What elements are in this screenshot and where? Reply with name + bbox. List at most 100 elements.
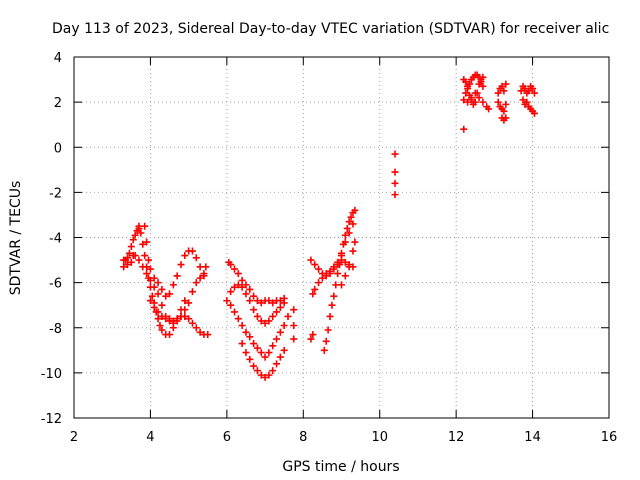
data-point bbox=[351, 206, 359, 214]
data-point bbox=[192, 254, 200, 262]
data-point bbox=[261, 319, 269, 327]
data-point bbox=[242, 281, 250, 289]
data-point bbox=[273, 335, 281, 343]
data-point bbox=[269, 312, 277, 320]
data-point bbox=[257, 349, 265, 357]
y-axis-label: SDTVAR / TECUs bbox=[8, 181, 24, 296]
data-point bbox=[322, 337, 330, 345]
data-point bbox=[519, 96, 527, 104]
data-point bbox=[525, 87, 533, 95]
x-tick-label: 4 bbox=[146, 430, 154, 445]
data-point bbox=[471, 98, 479, 106]
data-point bbox=[188, 319, 196, 327]
data-point bbox=[341, 231, 349, 239]
data-point bbox=[462, 78, 470, 86]
data-point bbox=[120, 256, 128, 264]
data-point bbox=[466, 80, 474, 88]
data-point bbox=[246, 285, 254, 293]
data-point bbox=[485, 105, 493, 113]
data-point bbox=[196, 274, 204, 282]
data-point bbox=[530, 109, 538, 117]
data-point bbox=[339, 240, 347, 248]
x-tick-label: 8 bbox=[299, 430, 307, 445]
data-point bbox=[173, 272, 181, 280]
data-point bbox=[146, 265, 154, 273]
data-point bbox=[166, 315, 174, 323]
data-point bbox=[315, 279, 323, 287]
data-point bbox=[309, 331, 317, 339]
data-point bbox=[154, 308, 162, 316]
data-point bbox=[173, 315, 181, 323]
data-point bbox=[517, 87, 525, 95]
data-point bbox=[500, 87, 508, 95]
data-point bbox=[177, 306, 185, 314]
data-point bbox=[143, 238, 151, 246]
data-point bbox=[227, 261, 235, 269]
data-point bbox=[309, 290, 317, 298]
data-point bbox=[135, 256, 143, 264]
data-point bbox=[257, 371, 265, 379]
data-point bbox=[320, 346, 328, 354]
y-tick-label: -8 bbox=[49, 322, 62, 337]
data-point bbox=[269, 367, 277, 375]
data-point bbox=[338, 252, 345, 260]
data-point bbox=[276, 297, 284, 305]
data-point bbox=[238, 340, 246, 348]
data-point bbox=[227, 301, 235, 309]
data-point bbox=[343, 224, 351, 232]
x-tick-label: 2 bbox=[70, 430, 78, 445]
data-point bbox=[349, 220, 357, 228]
data-point bbox=[169, 324, 177, 332]
y-tick-label: -4 bbox=[49, 232, 62, 247]
data-point bbox=[341, 272, 349, 280]
y-tick-label: -12 bbox=[41, 412, 62, 427]
data-point bbox=[273, 360, 281, 368]
data-point bbox=[261, 353, 269, 361]
data-point bbox=[141, 252, 149, 260]
data-point bbox=[169, 281, 177, 289]
data-point bbox=[471, 89, 479, 97]
data-point bbox=[125, 249, 133, 257]
data-point bbox=[124, 254, 131, 262]
data-point bbox=[246, 297, 254, 305]
data-point bbox=[131, 252, 139, 260]
data-point bbox=[311, 285, 319, 293]
data-point bbox=[326, 312, 334, 320]
data-point bbox=[250, 292, 258, 300]
data-point bbox=[242, 349, 250, 357]
data-point bbox=[330, 265, 338, 273]
data-point bbox=[530, 89, 538, 97]
data-point bbox=[494, 89, 502, 97]
data-point bbox=[265, 371, 273, 379]
data-point bbox=[257, 299, 265, 307]
data-point bbox=[156, 321, 164, 329]
data-point bbox=[148, 292, 156, 300]
data-point bbox=[181, 252, 189, 260]
data-point bbox=[498, 82, 506, 90]
data-point bbox=[158, 312, 166, 320]
data-point bbox=[460, 125, 468, 133]
x-tick-label: 6 bbox=[223, 430, 231, 445]
data-point bbox=[158, 301, 166, 309]
data-point bbox=[345, 261, 353, 269]
data-point bbox=[223, 297, 231, 305]
data-point bbox=[250, 306, 258, 314]
data-point bbox=[253, 312, 261, 320]
data-point bbox=[143, 263, 151, 271]
data-point bbox=[290, 321, 298, 329]
data-point bbox=[131, 231, 139, 239]
data-point bbox=[391, 168, 399, 176]
data-point bbox=[265, 317, 273, 325]
data-point bbox=[166, 331, 174, 339]
data-point bbox=[137, 229, 145, 237]
data-point bbox=[139, 240, 147, 248]
data-point bbox=[276, 328, 284, 336]
data-point bbox=[154, 315, 162, 323]
data-point bbox=[460, 96, 468, 104]
data-point bbox=[391, 179, 399, 187]
data-point bbox=[328, 301, 336, 309]
data-point bbox=[290, 306, 298, 314]
data-point bbox=[276, 353, 284, 361]
data-point bbox=[150, 303, 158, 311]
